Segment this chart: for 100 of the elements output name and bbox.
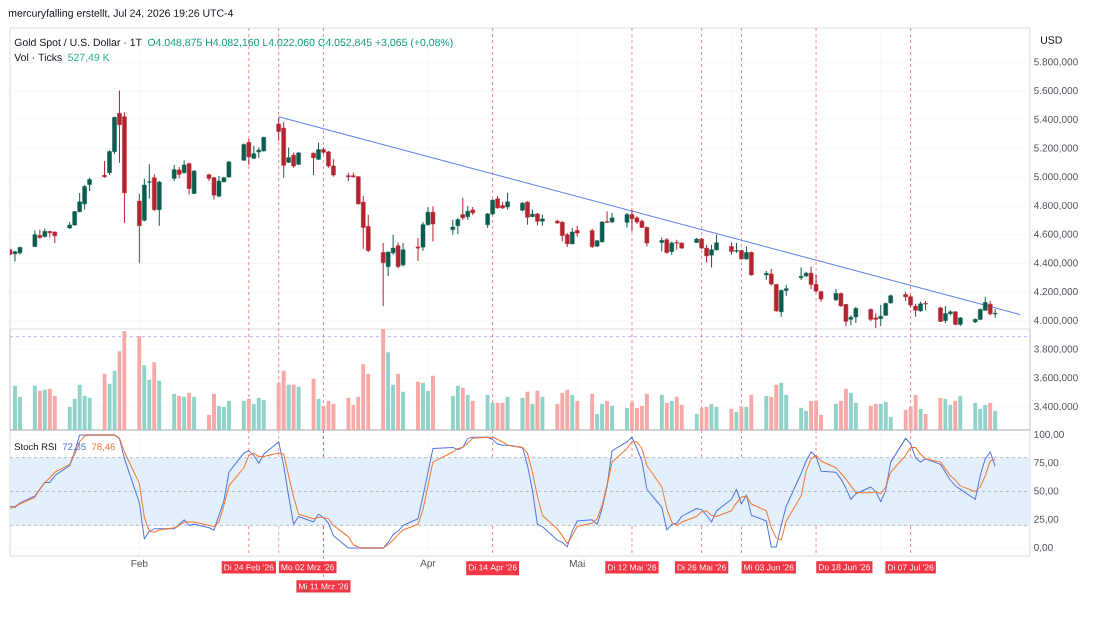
y-tick-label: 100,00 [1034, 430, 1064, 440]
y-tick-label: 5.200,000 [1034, 144, 1078, 153]
text: mercuryfalling erstellt, Jul 24, 2026 19:26 UTC-4 [8, 9, 234, 19]
bar [137, 336, 142, 430]
y-tick-label: 4.400,000 [1033, 259, 1078, 268]
bar [973, 402, 978, 430]
bar [281, 370, 286, 430]
bar [923, 413, 928, 430]
ref-line-label: Do 18 Jun '26 [818, 564, 871, 571]
bar [182, 396, 187, 430]
x-tick-label: Mai [569, 559, 585, 568]
bar [142, 365, 147, 430]
candlestick [380, 242, 386, 307]
candlestick [400, 242, 406, 268]
ref-line-label: Di 14 Apr '26 [468, 564, 517, 573]
bar [396, 373, 401, 430]
bar [177, 395, 182, 430]
candlestick [589, 228, 595, 249]
candlestick [798, 267, 804, 281]
candlestick [246, 138, 252, 166]
bar [32, 385, 37, 430]
bar [873, 403, 878, 430]
y-tick-label: 3.800,000 [1034, 345, 1078, 354]
bar [729, 408, 734, 430]
y-tick-label: 3.600,000 [1034, 374, 1078, 383]
bar [993, 410, 998, 430]
bar [430, 375, 435, 430]
bar [386, 352, 391, 430]
candlestick [430, 205, 436, 242]
bar [296, 386, 301, 430]
bar [779, 382, 784, 430]
bar [530, 403, 535, 430]
ref-line-label: Mi 03 Jun '26 [744, 564, 794, 571]
bar [953, 400, 958, 430]
bar [455, 385, 460, 430]
bar [291, 384, 296, 430]
bar [610, 405, 615, 430]
bar [525, 391, 530, 430]
bar [624, 407, 629, 430]
bar [644, 393, 649, 430]
candlestick [395, 242, 401, 269]
bar [535, 390, 540, 430]
bar [152, 362, 157, 430]
bar [416, 381, 420, 430]
bar [958, 395, 963, 430]
bar [192, 396, 197, 430]
bar [943, 398, 948, 430]
bar [843, 388, 848, 430]
bar [401, 391, 406, 430]
bar [918, 408, 923, 430]
candlestick [878, 304, 883, 327]
candlestick [147, 163, 152, 200]
candlestick [415, 237, 421, 262]
y-tick-label: 4.600,000 [1033, 230, 1078, 239]
text: Stoch RSI [14, 443, 57, 451]
bar [157, 380, 162, 430]
bar [694, 413, 699, 430]
x-tick-label: Feb [131, 559, 148, 568]
ref-line-label: Mi 11 Mrz '26 [299, 583, 349, 590]
bar [749, 394, 754, 430]
bar [87, 397, 92, 430]
bar [913, 394, 918, 430]
y-tick-label: 5.400,000 [1034, 115, 1078, 125]
text: O4.048,875 H4.082,160 L4.022,060 C4.052,845 +3,065 (+0,08%) [147, 38, 453, 49]
y-tick-label: 5.600,000 [1034, 87, 1078, 96]
bar [734, 411, 739, 430]
bar [42, 389, 47, 430]
y-tick-label: 25,00 [1034, 515, 1059, 524]
bar [187, 392, 192, 430]
bar [739, 406, 744, 430]
bar [988, 402, 993, 430]
bar [764, 395, 769, 430]
ref-line-label: Di 12 Mai '26 [607, 564, 657, 571]
y-tick-label: 4.000,000 [1033, 316, 1078, 326]
candlestick [460, 197, 466, 221]
bar [226, 400, 231, 430]
ref-line-label: Di 24 Feb '26 [224, 564, 274, 571]
y-axis-title: USD [1041, 36, 1062, 44]
bar [102, 373, 107, 430]
bar [664, 402, 669, 430]
bar [460, 387, 465, 430]
y-tick-label: 0,00 [1034, 543, 1053, 553]
y-tick-label: 3.400,000 [1034, 402, 1078, 412]
bar [590, 393, 595, 430]
bar [833, 403, 838, 430]
candlestick [604, 210, 610, 224]
series-label: 78,46 [92, 443, 115, 452]
bar [605, 400, 610, 430]
y-tick-label: 50,00 [1034, 487, 1059, 496]
bar [744, 406, 749, 430]
candlestick [525, 200, 530, 226]
bar [669, 400, 674, 430]
bar [311, 378, 316, 430]
y-tick-label: 5.800,000 [1034, 58, 1078, 67]
candlestick [37, 229, 43, 240]
y-tick-label: 5.000,000 [1034, 173, 1078, 182]
ref-line-label: Di 26 Mai '26 [677, 564, 726, 571]
ref-line-label: Di 07 Jul '26 [888, 564, 934, 571]
y-tick-label: 75,00 [1034, 459, 1059, 468]
text: Gold Spot / U.S. Dollar · 1T [14, 38, 142, 49]
